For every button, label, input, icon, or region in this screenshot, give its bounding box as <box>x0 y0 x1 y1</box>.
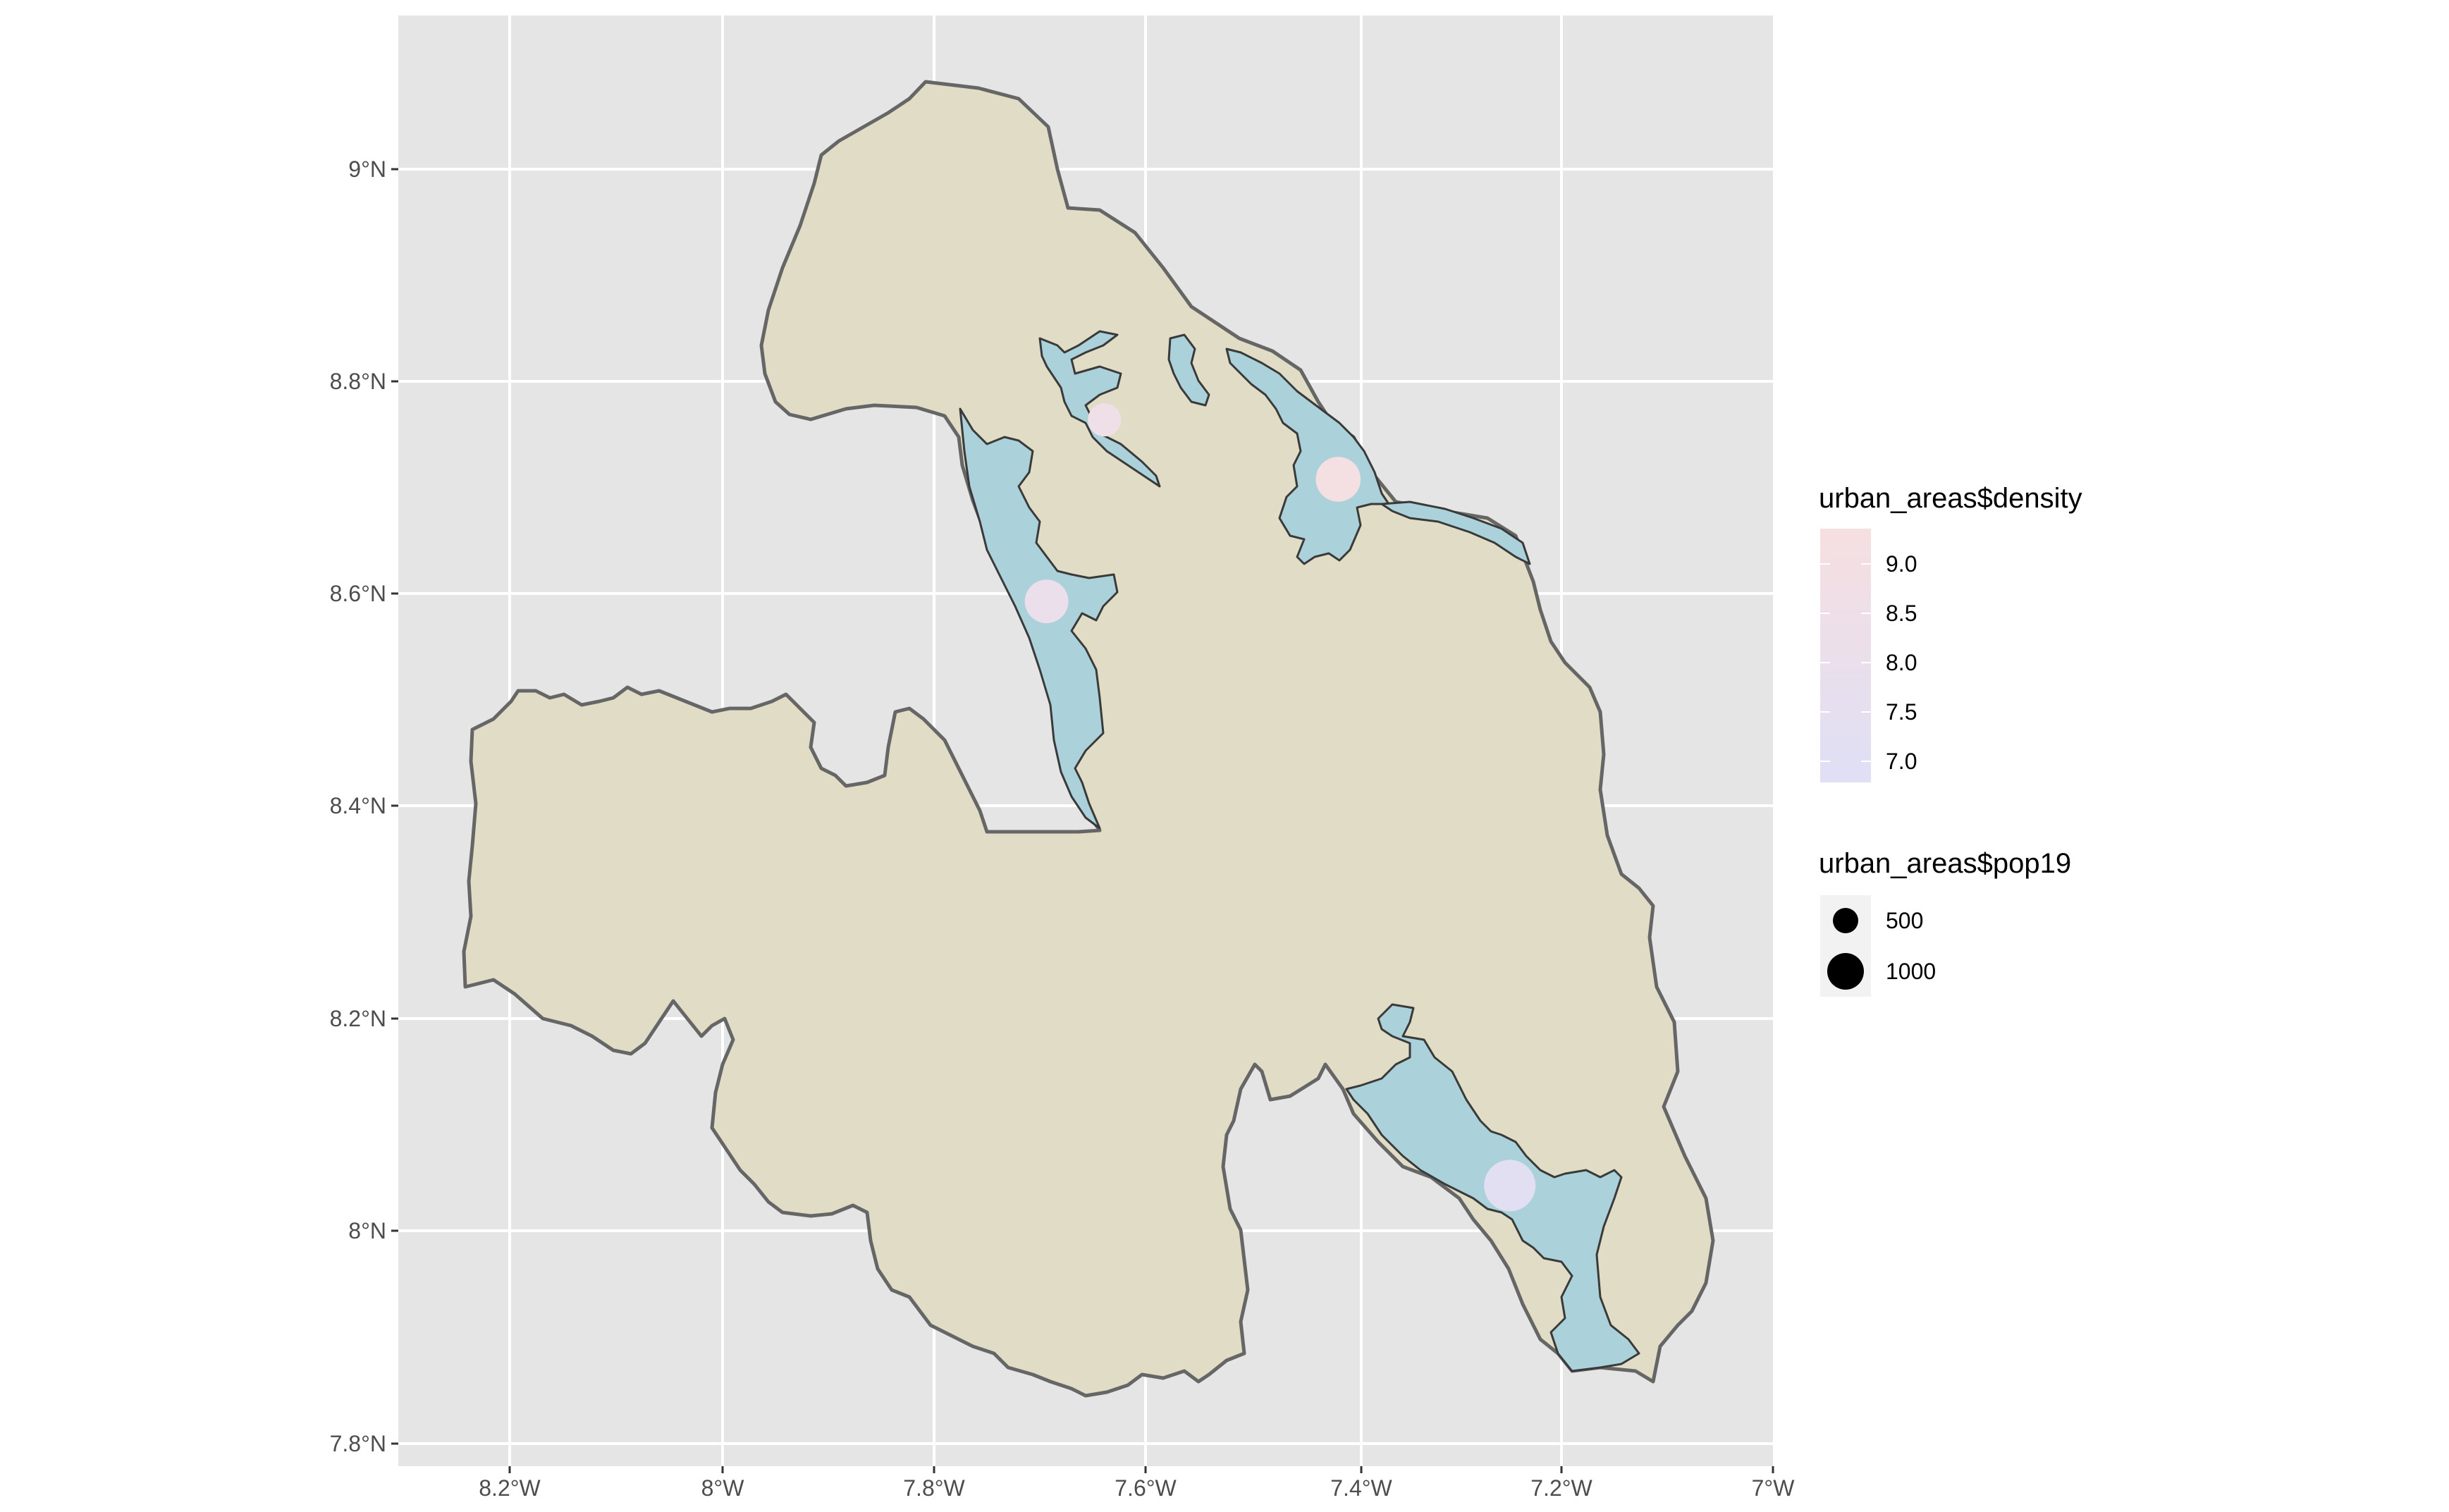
x-tick-label: 7°W <box>1752 1475 1796 1501</box>
density-legend-label: 8.5 <box>1886 601 1917 626</box>
y-tick-label: 8.2°N <box>330 1006 386 1031</box>
y-axis <box>391 168 398 1445</box>
x-tick-label: 8°W <box>701 1475 745 1501</box>
x-tick-label: 8.2°W <box>479 1475 541 1501</box>
pop-legend-title: urban_areas$pop19 <box>1819 848 2071 879</box>
x-tick-label: 7.6°W <box>1115 1475 1177 1501</box>
urban-area-east-edge <box>1380 500 1531 565</box>
x-axis-labels: 8.2°W 8°W 7.8°W 7.6°W 7.4°W 7.2°W 7°W <box>479 1475 1795 1501</box>
density-legend-label: 7.5 <box>1886 699 1917 725</box>
urban-centre-point-3 <box>1024 579 1069 624</box>
y-tick-label: 9°N <box>348 156 386 182</box>
density-legend-label: 9.0 <box>1886 551 1917 577</box>
pop-legend-label: 500 <box>1886 908 1923 933</box>
pop-legend-label: 1000 <box>1886 959 1936 984</box>
y-tick-label: 8.4°N <box>330 793 386 818</box>
urban-area-north-small <box>1167 333 1210 407</box>
density-legend-title: urban_areas$density <box>1819 483 2082 514</box>
x-tick-label: 7.2°W <box>1530 1475 1592 1501</box>
density-legend-label: 8.0 <box>1886 650 1917 675</box>
y-axis-labels: 9°N 8.8°N 8.6°N 8.4°N 8.2°N 8°N 7.8°N <box>330 156 386 1456</box>
y-tick-label: 8.6°N <box>330 581 386 606</box>
y-tick-label: 7.8°N <box>330 1431 386 1456</box>
pop-legend: urban_areas$pop19 500 1000 <box>1819 848 2071 997</box>
x-axis <box>508 1466 1774 1473</box>
x-tick-label: 7.8°W <box>903 1475 965 1501</box>
density-legend-label: 7.0 <box>1886 749 1917 774</box>
pop-legend-dot-500 <box>1833 908 1858 933</box>
y-tick-label: 8.8°N <box>330 369 386 394</box>
urban-centre-point-1 <box>1484 1160 1536 1212</box>
y-tick-label: 8°N <box>348 1218 386 1243</box>
x-tick-label: 7.4°W <box>1330 1475 1392 1501</box>
density-legend: urban_areas$density 9.0 8.5 8.0 7.5 7.0 <box>1819 483 2082 782</box>
urban-centre-point-2 <box>1315 457 1361 502</box>
density-colorbar <box>1820 529 1871 782</box>
urban-centre-point-4 <box>1088 403 1122 437</box>
pop-legend-dot-1000 <box>1827 953 1864 990</box>
urban-centre-points <box>1024 403 1536 1212</box>
urban-area-north-east-strip <box>1225 348 1390 565</box>
